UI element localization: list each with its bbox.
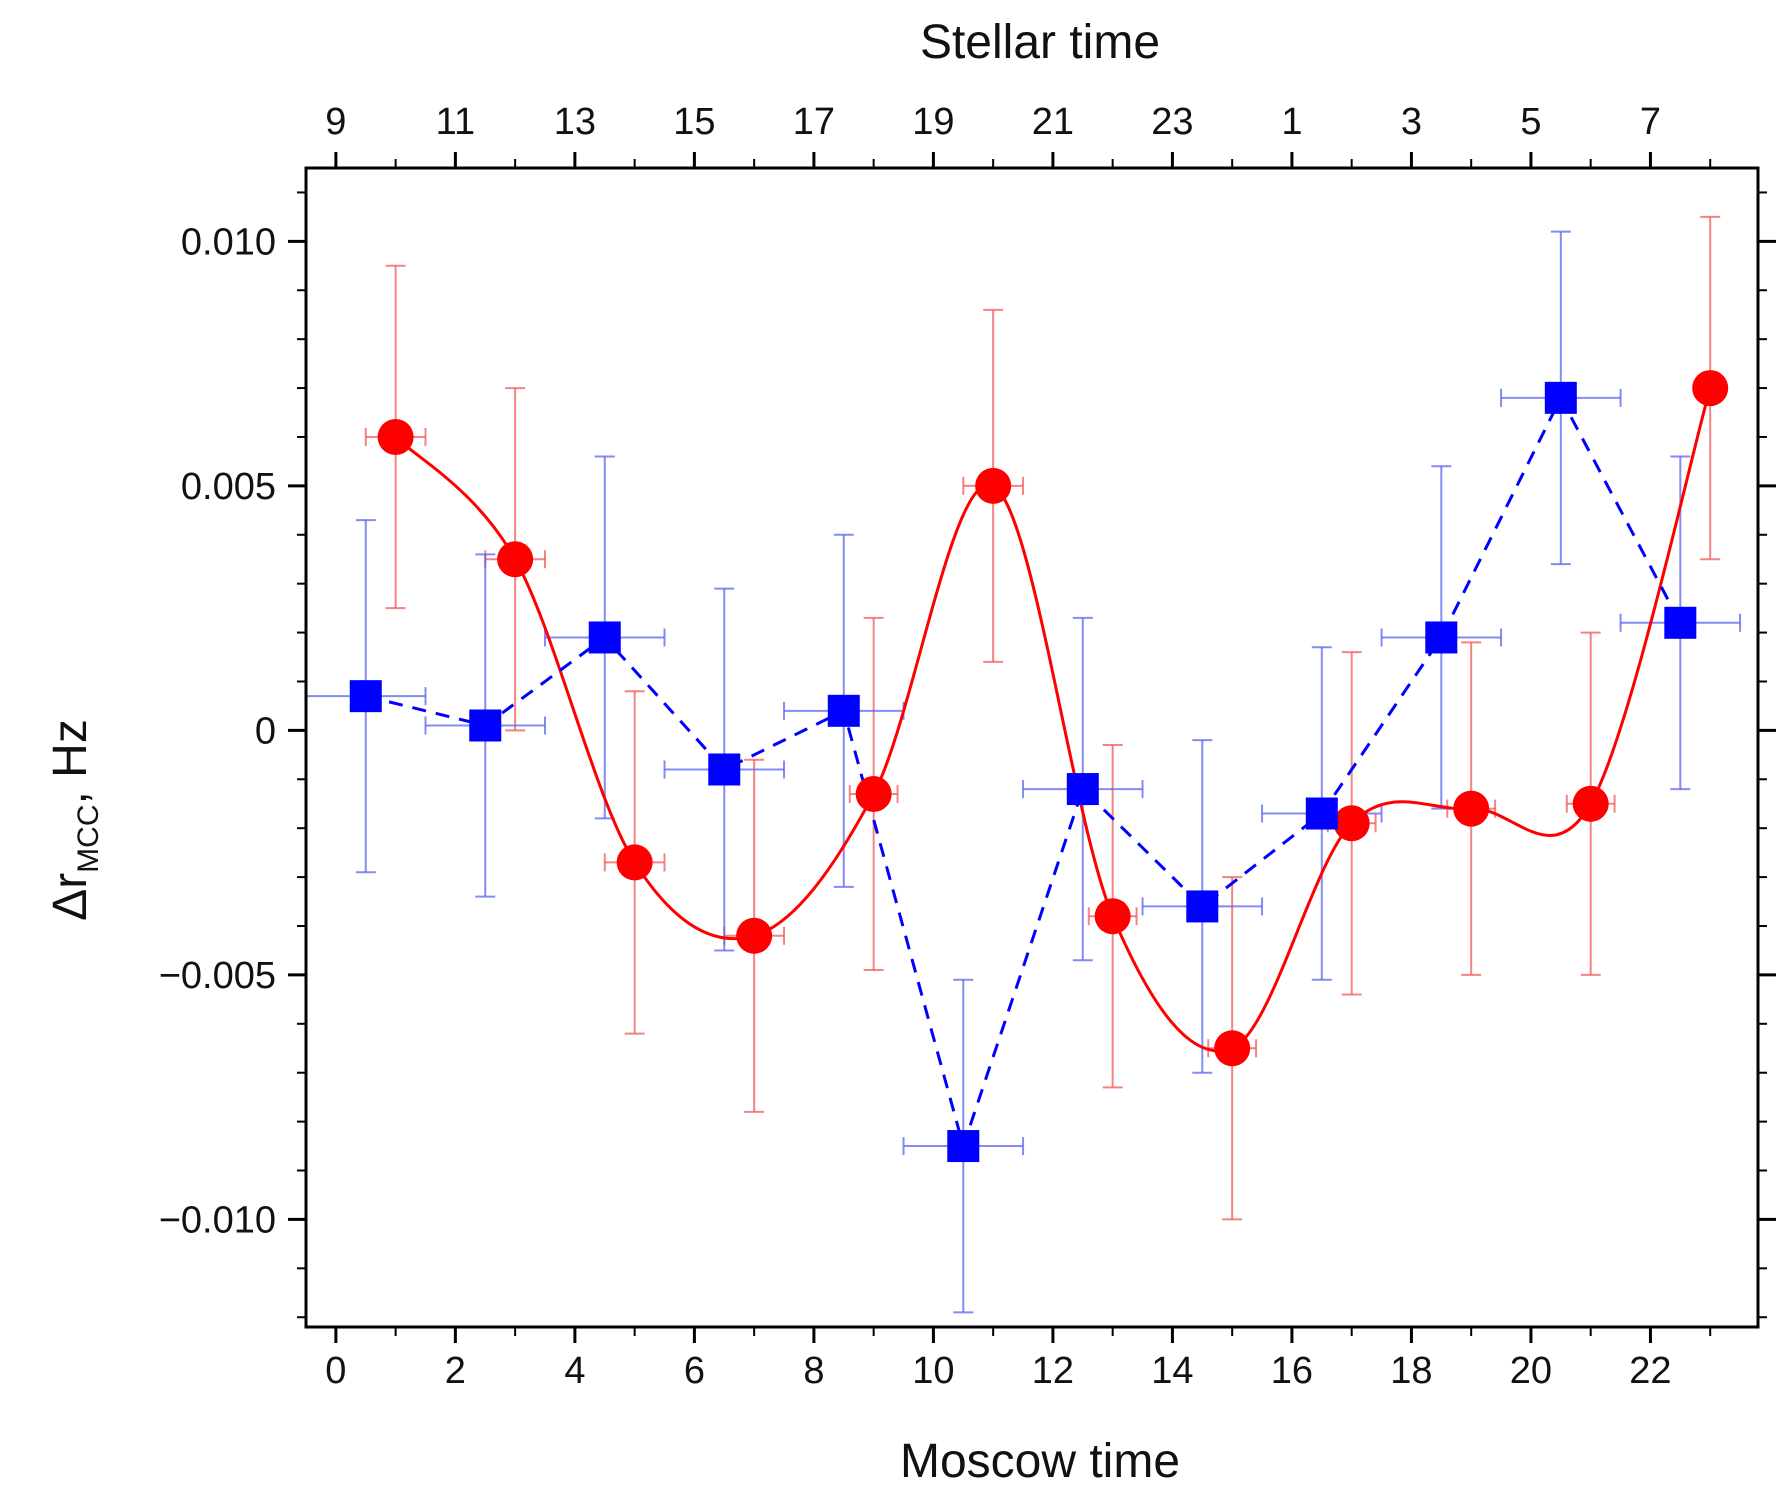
- x2-tick-label: 19: [912, 101, 954, 143]
- x2-tick-label: 5: [1520, 101, 1541, 143]
- y-axis-title-unit: , Hz: [44, 719, 97, 804]
- y-tick-label: 0.005: [181, 466, 276, 508]
- x-tick-label: 2: [445, 1350, 466, 1392]
- markers-layer: [349, 370, 1729, 1163]
- circles-data-point: [1692, 370, 1729, 407]
- x2-tick-label: 13: [554, 101, 596, 143]
- x2-tick-label: 21: [1032, 101, 1074, 143]
- squares-data-point: [1066, 773, 1099, 806]
- squares-data-point: [827, 694, 860, 727]
- squares-data-point: [1305, 797, 1338, 830]
- squares-data-point: [1544, 381, 1577, 414]
- squares-data-point: [1425, 621, 1458, 654]
- series-lines-layer: [365, 387, 1712, 1152]
- circles-data-point: [616, 844, 653, 881]
- squares-data-point: [349, 680, 382, 713]
- x2-tick-label: 9: [325, 101, 346, 143]
- circles-series-line: [394, 387, 1712, 1053]
- y-axis-title-subscript: MCC: [72, 804, 105, 872]
- circles-data-point: [1333, 805, 1370, 842]
- circles-data-point: [975, 467, 1012, 504]
- x-tick-label: 20: [1510, 1350, 1552, 1392]
- x2-tick-label: 7: [1640, 101, 1661, 143]
- x-tick-label: 18: [1390, 1350, 1432, 1392]
- squares-data-point: [469, 709, 502, 742]
- squares-data-point: [1664, 606, 1697, 639]
- x-axis-title: Moscow time: [900, 1435, 1180, 1485]
- circles-data-point: [497, 541, 534, 578]
- squares-data-point: [1186, 890, 1219, 923]
- circles-data-point: [377, 418, 414, 455]
- circles-data-point: [1214, 1030, 1251, 1067]
- x-tick-label: 10: [912, 1350, 954, 1392]
- x2-tick-label: 15: [673, 101, 715, 143]
- circles-data-point: [1094, 898, 1131, 935]
- x2-tick-label: 23: [1151, 101, 1193, 143]
- plot-frame: [304, 166, 1760, 1329]
- x2-tick-label: 1: [1281, 101, 1302, 143]
- y-tick-label: −0.010: [159, 1199, 276, 1241]
- y-tick-label: −0.005: [159, 955, 276, 997]
- y-tick-label: 0: [255, 710, 276, 752]
- circles-data-point: [736, 917, 773, 954]
- x2-axis-title: Stellar time: [920, 16, 1160, 69]
- error-bars-layer: [305, 215, 1742, 1314]
- circles-data-point: [1572, 785, 1609, 822]
- x-tick-label: 0: [325, 1350, 346, 1392]
- squares-data-point: [708, 753, 741, 786]
- x2-tick-label: 11: [436, 101, 475, 143]
- x2-tick-label: 17: [793, 101, 835, 143]
- x2-tick-label: 3: [1401, 101, 1422, 143]
- squares-series-line: [365, 394, 1682, 1152]
- x-tick-label: 12: [1032, 1350, 1074, 1392]
- x-tick-label: 4: [564, 1350, 585, 1392]
- squares-data-point: [588, 621, 621, 654]
- circles-data-point: [1453, 790, 1490, 827]
- y-axis-title-main: Δr: [44, 873, 97, 921]
- y-tick-label: 0.010: [181, 221, 276, 263]
- ticks-layer: 0 2 4 6 8 10 12 14 16 18 20 229 11 13 15 17 19 21 23 1 3 5 70.…: [159, 101, 1776, 1392]
- circles-data-point: [855, 775, 892, 812]
- x-tick-label: 16: [1271, 1350, 1313, 1392]
- y-axis-title: ΔrMCC, Hz: [44, 719, 105, 921]
- squares-data-point: [947, 1130, 980, 1163]
- x-tick-label: 14: [1151, 1350, 1193, 1392]
- x-tick-label: 8: [803, 1350, 824, 1392]
- x-tick-label: 6: [684, 1350, 705, 1392]
- x-tick-label: 22: [1629, 1350, 1671, 1392]
